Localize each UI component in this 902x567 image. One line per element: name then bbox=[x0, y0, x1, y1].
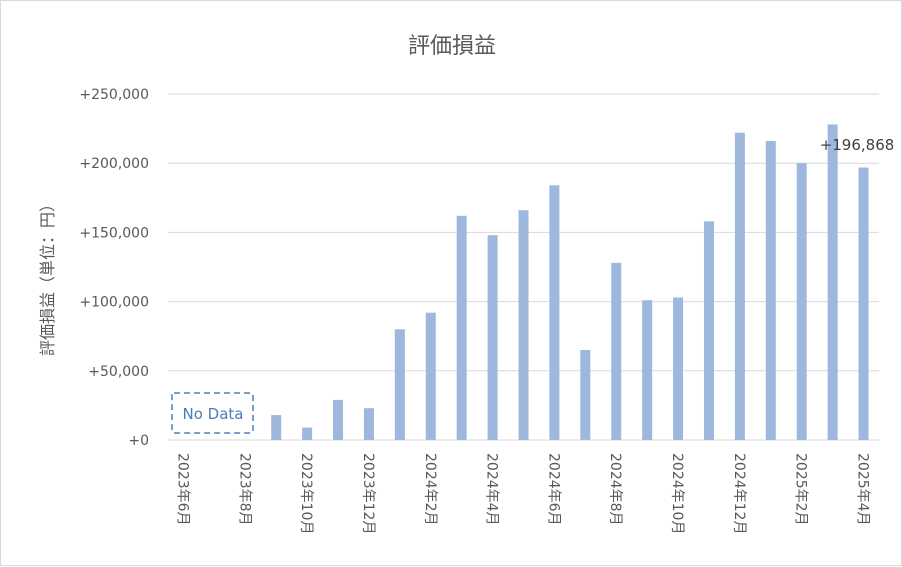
bar bbox=[549, 185, 560, 440]
last-value-label: +196,868 bbox=[820, 136, 895, 154]
y-tick-label: +100,000 bbox=[79, 295, 149, 311]
x-tick-label: 2024年10月 bbox=[669, 453, 685, 534]
bar bbox=[611, 262, 622, 440]
no-data-annotation: No Data bbox=[171, 392, 254, 434]
y-tick-label: +250,000 bbox=[79, 87, 149, 103]
x-axis-ticks: 2023年6月 2023年8月 2023年10月 2023年12月 2024年2月 202… bbox=[174, 453, 870, 534]
bar bbox=[333, 399, 344, 440]
bar bbox=[858, 167, 869, 441]
bar bbox=[518, 210, 529, 440]
y-axis-ticks: +0 +50,000 +100,000 +150,000 +200,000 +250,00… bbox=[79, 87, 149, 449]
x-tick-label: 2024年6月 bbox=[545, 453, 561, 526]
y-tick-label: +150,000 bbox=[79, 225, 149, 241]
bar bbox=[673, 297, 684, 440]
bar bbox=[765, 141, 776, 440]
x-tick-label: 2024年2月 bbox=[422, 453, 438, 526]
x-tick-label: 2025年4月 bbox=[855, 453, 871, 526]
bar bbox=[271, 415, 282, 440]
bar bbox=[827, 124, 838, 440]
x-tick-label: 2023年10月 bbox=[298, 453, 314, 534]
bar bbox=[796, 163, 807, 440]
bar bbox=[394, 329, 405, 440]
bar bbox=[425, 312, 436, 440]
bar bbox=[703, 221, 714, 440]
y-tick-label: +50,000 bbox=[88, 364, 149, 380]
chart-title: 評価損益 bbox=[408, 34, 496, 59]
y-tick-label: +200,000 bbox=[79, 156, 149, 172]
x-tick-label: 2024年12月 bbox=[731, 453, 747, 534]
bar bbox=[487, 235, 498, 440]
bars bbox=[271, 124, 869, 441]
x-tick-label: 2024年4月 bbox=[484, 453, 500, 526]
y-axis-label: 評価損益（単位：円） bbox=[38, 196, 57, 356]
no-data-label: No Data bbox=[183, 405, 244, 423]
bar bbox=[580, 350, 591, 440]
bar bbox=[642, 300, 653, 440]
bar bbox=[363, 408, 374, 440]
bar bbox=[456, 215, 467, 440]
x-tick-label: 2023年6月 bbox=[174, 453, 190, 526]
x-tick-label: 2023年12月 bbox=[360, 453, 376, 534]
bar bbox=[302, 427, 313, 440]
x-tick-label: 2025年2月 bbox=[793, 453, 809, 526]
x-tick-label: 2024年8月 bbox=[607, 453, 623, 526]
x-tick-label: 2023年8月 bbox=[236, 453, 252, 526]
y-tick-label: +0 bbox=[128, 433, 149, 449]
bar bbox=[734, 132, 745, 440]
